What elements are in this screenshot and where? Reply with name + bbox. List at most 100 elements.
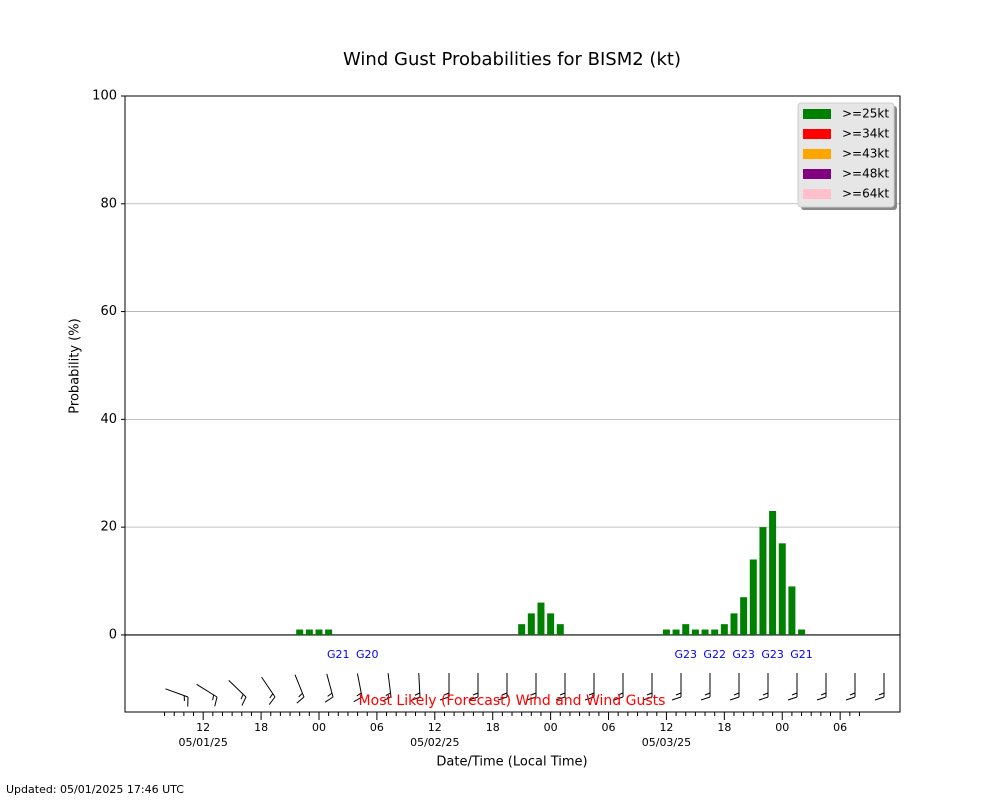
bar: [682, 624, 690, 635]
barb-staff: [228, 679, 247, 698]
barb-staff: [356, 673, 363, 698]
bar: [691, 629, 699, 635]
barb-flag: [787, 696, 798, 701]
wind-barb: [497, 673, 508, 701]
bar: [759, 527, 767, 635]
x-tick-label: 06: [602, 721, 616, 734]
barb-flag: [439, 696, 450, 701]
wind-barb: [816, 673, 827, 701]
barb-flag: [845, 696, 856, 701]
barb-flag: [269, 693, 274, 699]
wind-barb: [439, 673, 450, 701]
barb-flag: [327, 692, 333, 697]
barb-flag: [762, 692, 769, 696]
x-tick-label: 00: [312, 721, 326, 734]
wind-barb: [729, 673, 740, 701]
x-tick-label: 06: [833, 721, 847, 734]
gust-label: G21: [790, 648, 813, 661]
barb-flag: [241, 696, 247, 706]
wind-barb: [555, 673, 566, 701]
gust-label: G20: [356, 648, 379, 661]
wind-barb: [196, 683, 218, 707]
chart-title: Wind Gust Probabilities for BISM2 (kt): [343, 49, 681, 70]
barb-flag: [385, 692, 391, 697]
wind-barb: [642, 673, 653, 701]
x-tick-label: 06: [370, 721, 384, 734]
barb-flag: [183, 695, 185, 702]
annotation: Most Likely (Forecast) Wind and Wind Gus…: [359, 693, 666, 709]
barb-flag: [617, 692, 624, 696]
legend-label: >=43kt: [842, 147, 889, 161]
barb-flag: [414, 692, 421, 696]
barb-flag: [642, 696, 653, 701]
wind-barb: [228, 679, 247, 706]
y-tick-label: 80: [100, 196, 117, 211]
x-tick-label: 18: [254, 721, 268, 734]
bar: [778, 543, 786, 635]
wind-barb: [874, 673, 885, 701]
barb-staff: [294, 674, 305, 698]
barb-flag: [733, 692, 740, 696]
barb-flag: [878, 692, 885, 696]
legend-label: >=48kt: [842, 167, 889, 181]
y-tick-label: 20: [100, 520, 117, 535]
gust-label: G23: [761, 648, 784, 661]
x-tick-label: 00: [775, 721, 789, 734]
wind-barb: [324, 673, 334, 703]
barb-flag: [472, 692, 479, 696]
bar: [788, 586, 796, 635]
x-tick-label: 12: [196, 721, 210, 734]
wind-barb: [700, 673, 711, 701]
x-tick-label: 00: [544, 721, 558, 734]
y-tick-label: 60: [100, 304, 117, 319]
legend-swatch: [803, 149, 831, 159]
bar: [662, 629, 670, 635]
wind-barb: [261, 676, 276, 705]
bar: [672, 629, 680, 635]
legend-swatch: [803, 109, 831, 119]
barb-flag: [526, 696, 537, 701]
x-tick-label: 18: [717, 721, 731, 734]
barb-flag: [559, 692, 566, 696]
x-date-label: 05/02/25: [410, 736, 459, 749]
wind-barb: [165, 688, 189, 707]
barb-staff: [261, 676, 276, 698]
barb-flag: [353, 696, 363, 703]
barb-flag: [729, 696, 740, 701]
y-tick-label: 40: [100, 412, 117, 427]
wind-barb: [468, 673, 479, 701]
bar: [740, 597, 748, 635]
wind-barb: [382, 673, 392, 702]
barb-staff: [387, 673, 392, 698]
barb-flag: [382, 696, 392, 702]
x-tick-label: 18: [486, 721, 500, 734]
bar: [701, 629, 709, 635]
legend-label: >=64kt: [842, 187, 889, 201]
barb-flag: [584, 696, 595, 701]
barb-flag: [700, 696, 711, 701]
bar: [720, 624, 728, 635]
barb-flag: [874, 696, 885, 701]
bar: [769, 510, 777, 635]
bar: [556, 624, 564, 635]
barb-flag: [613, 696, 624, 701]
x-tick-label: 12: [428, 721, 442, 734]
bar: [547, 613, 555, 635]
bar: [537, 602, 545, 635]
barb-flag: [588, 692, 595, 696]
gust-label: G22: [703, 648, 726, 661]
barb-flag: [468, 696, 479, 701]
bar: [305, 629, 313, 635]
bar: [325, 629, 333, 635]
barb-flag: [356, 692, 362, 697]
barb-flag: [296, 696, 305, 704]
x-date-label: 05/01/25: [178, 736, 227, 749]
barb-flag: [671, 696, 682, 701]
legend-label: >=25kt: [842, 107, 889, 121]
bar: [296, 629, 304, 635]
wind-barb: [294, 674, 305, 704]
barb-flag: [501, 692, 508, 696]
barb-flag: [212, 694, 215, 701]
barb-flag: [704, 692, 711, 696]
barb-flag: [555, 696, 566, 701]
